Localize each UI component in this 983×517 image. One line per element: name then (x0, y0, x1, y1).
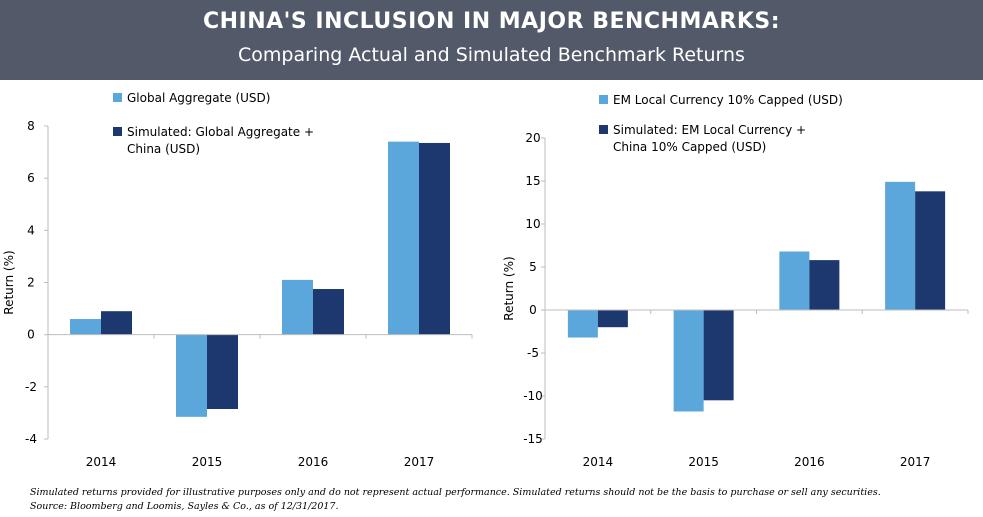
x-tick-label: 2017 (900, 455, 931, 469)
legend-label: China 10% Capped (USD) (613, 140, 766, 154)
footnote: Simulated returns provided for illustrat… (30, 486, 881, 514)
x-tick-label: 2016 (794, 455, 825, 469)
bar-actual-2016 (779, 251, 810, 310)
bar-simulated-2014 (597, 310, 628, 328)
legend-swatch-actual (113, 93, 122, 102)
legend-swatch-simulated (113, 127, 122, 136)
legend-label: China (USD) (127, 142, 200, 156)
legend-label: Simulated: EM Local Currency + (613, 123, 806, 137)
bar-actual-2016 (282, 279, 313, 335)
y-axis-label: Return (%) (2, 250, 16, 314)
y-tick-label: -15 (523, 432, 543, 446)
bar-actual-2014 (567, 310, 598, 338)
bar-actual-2017 (885, 181, 916, 310)
bar-simulated-2017 (419, 142, 450, 335)
bar-simulated-2016 (809, 260, 840, 310)
legend-label: EM Local Currency 10% Capped (USD) (613, 93, 843, 107)
y-tick-label: 8 (27, 119, 35, 133)
x-tick-label: 2017 (404, 455, 435, 469)
bar-simulated-2015 (207, 334, 238, 410)
y-tick-label: -4 (25, 432, 37, 446)
bar-actual-2015 (176, 334, 207, 417)
y-tick-label: 10 (525, 217, 540, 231)
bar-simulated-2014 (101, 311, 132, 335)
y-tick-label: 0 (529, 303, 537, 317)
footnote-source: Source: Bloomberg and Loomis, Sayles & C… (30, 501, 339, 512)
page-subtitle: Comparing Actual and Simulated Benchmark… (238, 44, 745, 66)
bar-actual-2014 (70, 319, 101, 335)
y-tick-label: 2 (27, 276, 35, 290)
y-tick-label: 0 (27, 328, 35, 342)
bar-simulated-2017 (915, 191, 946, 310)
bar-simulated-2015 (703, 310, 734, 401)
footnote-disclaimer: Simulated returns provided for illustrat… (30, 487, 881, 498)
title-banner: CHINA'S INCLUSION IN MAJOR BENCHMARKS: C… (0, 0, 983, 80)
y-tick-label: 6 (27, 171, 35, 185)
y-tick-label: -5 (527, 346, 539, 360)
page-title: CHINA'S INCLUSION IN MAJOR BENCHMARKS: (202, 9, 781, 34)
y-tick-label: -2 (25, 380, 37, 394)
legend-label: Global Aggregate (USD) (127, 91, 270, 105)
bar-simulated-2016 (313, 289, 344, 335)
x-tick-label: 2014 (86, 455, 117, 469)
legend-swatch-actual (599, 95, 608, 104)
y-tick-label: 20 (525, 131, 540, 145)
y-tick-label: 4 (27, 223, 35, 237)
x-tick-label: 2014 (583, 455, 614, 469)
bar-actual-2017 (388, 141, 419, 335)
y-axis-label: Return (%) (502, 256, 516, 320)
y-tick-label: 15 (525, 174, 540, 188)
bar-actual-2015 (673, 310, 704, 412)
y-tick-label: 5 (529, 260, 537, 274)
x-tick-label: 2015 (192, 455, 223, 469)
x-tick-label: 2016 (298, 455, 329, 469)
legend-label: Simulated: Global Aggregate + (127, 125, 314, 139)
y-tick-label: -10 (523, 389, 543, 403)
x-tick-label: 2015 (688, 455, 719, 469)
legend-swatch-simulated (599, 125, 608, 134)
